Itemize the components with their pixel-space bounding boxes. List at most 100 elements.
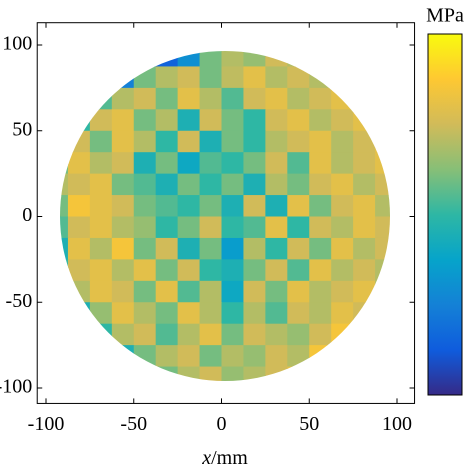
heatmap-cell [155,195,179,218]
heatmap-cell [353,130,376,153]
y-tick-label: -50 [6,290,33,312]
heatmap-cell [331,173,354,196]
heatmap-cell [60,173,69,196]
heatmap-cell [155,51,179,68]
heatmap-cell [155,87,179,110]
axes: -100 -50 0 50 100 -100 -50 0 50 100 [0,22,416,435]
heatmap-cell [287,302,310,325]
heatmap-cell [133,216,157,239]
heatmap-cell [89,87,113,110]
heatmap-cell [221,302,245,325]
heatmap-cell [331,216,354,239]
heatmap-cell [309,323,332,346]
heatmap-cell [133,195,157,218]
heatmap-cell [177,237,201,260]
colorbar [427,33,463,396]
heatmap-cell [133,87,157,110]
heatmap-cell [177,302,201,325]
heatmap-cell [133,237,157,260]
heatmap-cell [60,152,69,175]
heatmap-cell [133,130,157,153]
heatmap-cell [331,195,354,218]
heatmap-cell [133,66,157,89]
heatmap-cell [199,87,223,110]
heatmap-cell [287,109,310,132]
heatmap-cell [287,280,310,303]
heatmap-cell [221,87,245,110]
heatmap-cell [89,195,113,218]
heatmap-cell [111,195,135,218]
heatmap-cell [111,66,135,89]
heatmap-cell [309,130,332,153]
heatmap-cell [133,366,157,381]
heatmap-cell [331,130,354,153]
heatmap-cell [331,87,354,110]
heatmap-cell [309,173,332,196]
heatmap-cell [243,323,266,346]
y-tick-label: 50 [12,118,32,140]
heatmap-cell [243,51,266,68]
heatmap-cell [67,173,91,196]
heatmap-cell [133,280,157,303]
heatmap-cell [155,323,179,346]
heatmap-cell [199,173,223,196]
heatmap-cell [243,345,266,368]
heatmap-cell [243,87,266,110]
heatmap-cell [67,152,91,175]
heatmap-cell [287,345,310,368]
heatmap-cell [199,259,223,282]
heatmap-cell [309,109,332,132]
heatmap-cell [287,195,310,218]
heatmap-cell [67,216,91,239]
heatmap-cell [155,173,179,196]
heatmap-cell [243,130,266,153]
heatmap-cell [155,259,179,282]
heatmap-cell [331,280,354,303]
heatmap-cell [221,152,245,175]
heatmap-cell [243,216,266,239]
heatmap-cell [155,130,179,153]
heatmap [60,51,390,381]
heatmap-cell [60,237,69,260]
heatmap-cell [243,152,266,175]
heatmap-cell [89,280,113,303]
heatmap-cell [199,280,223,303]
heatmap-cell [375,152,390,175]
heatmap-cell [155,280,179,303]
heatmap-cell [287,237,310,260]
x-axis-variable: x [201,447,211,469]
heatmap-cell [67,259,91,282]
heatmap-cell [133,259,157,282]
heatmap-cell [67,302,91,325]
heatmap-cell [89,216,113,239]
heatmap-cell [67,109,91,132]
x-axis-label: x/mm [201,447,248,469]
heatmap-cell [67,195,91,218]
heatmap-cell [287,216,310,239]
heatmap-cell [221,195,245,218]
heatmap-cell [89,152,113,175]
heatmap-cell [199,152,223,175]
heatmap-cell [60,259,69,282]
x-tick-label: -50 [120,413,147,435]
heatmap-cell [221,130,245,153]
heatmap-cell [221,51,245,68]
heatmap-cell [221,345,245,368]
heatmap-cell [177,366,201,381]
heatmap-cell [155,66,179,89]
heatmap-cell [353,195,376,218]
x-tick-label: 0 [217,413,227,435]
heatmap-cell [243,195,266,218]
heatmap-cell [177,259,201,282]
y-tick-label: -100 [0,376,32,398]
heatmap-cell [331,237,354,260]
heatmap-cell [221,323,245,346]
heatmap-cell [243,173,266,196]
heatmap-cell [221,280,245,303]
x-tick-label: -100 [28,413,65,435]
heatmap-cell [353,216,376,239]
heatmap-cell [309,195,332,218]
heatmap-cell [199,109,223,132]
heatmap-cell [265,280,288,303]
